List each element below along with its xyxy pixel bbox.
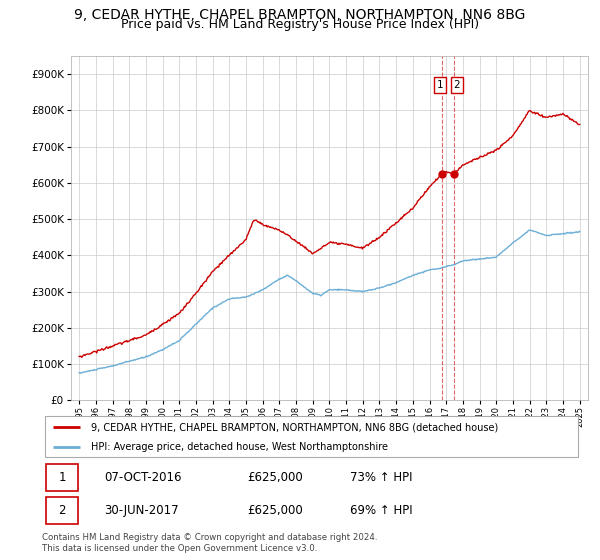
Text: 2: 2: [454, 80, 460, 90]
Text: 69% ↑ HPI: 69% ↑ HPI: [350, 504, 412, 517]
Text: 30-JUN-2017: 30-JUN-2017: [104, 504, 179, 517]
Text: HPI: Average price, detached house, West Northamptonshire: HPI: Average price, detached house, West…: [91, 442, 388, 452]
Text: Price paid vs. HM Land Registry's House Price Index (HPI): Price paid vs. HM Land Registry's House …: [121, 18, 479, 31]
Text: £625,000: £625,000: [247, 504, 303, 517]
Text: Contains HM Land Registry data © Crown copyright and database right 2024.
This d: Contains HM Land Registry data © Crown c…: [42, 533, 377, 553]
Text: 9, CEDAR HYTHE, CHAPEL BRAMPTON, NORTHAMPTON, NN6 8BG: 9, CEDAR HYTHE, CHAPEL BRAMPTON, NORTHAM…: [74, 8, 526, 22]
Text: £625,000: £625,000: [247, 471, 303, 484]
Text: 9, CEDAR HYTHE, CHAPEL BRAMPTON, NORTHAMPTON, NN6 8BG (detached house): 9, CEDAR HYTHE, CHAPEL BRAMPTON, NORTHAM…: [91, 422, 498, 432]
Text: 1: 1: [437, 80, 443, 90]
FancyBboxPatch shape: [46, 497, 77, 524]
Text: 07-OCT-2016: 07-OCT-2016: [104, 471, 182, 484]
Text: 2: 2: [58, 504, 66, 517]
Text: 73% ↑ HPI: 73% ↑ HPI: [350, 471, 412, 484]
FancyBboxPatch shape: [46, 464, 77, 491]
Text: 1: 1: [58, 471, 66, 484]
FancyBboxPatch shape: [45, 417, 578, 457]
